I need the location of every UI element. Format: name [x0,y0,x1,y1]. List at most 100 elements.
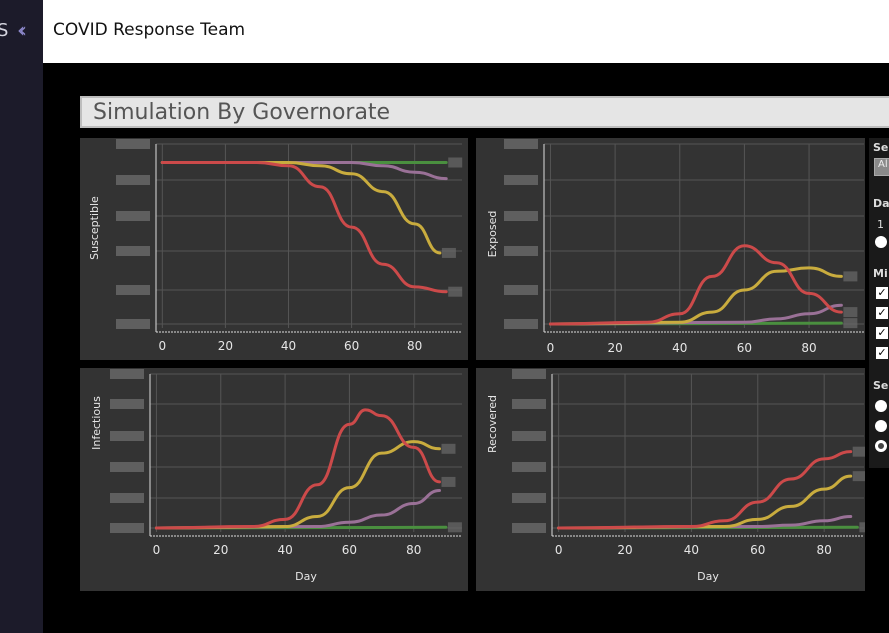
redacted-y-tick-label [512,399,546,409]
redacted-y-tick-label [512,462,546,472]
redacted-end-label [843,318,858,329]
exposed-chart[interactable]: 0 20 40 60 80 Exposed [476,138,865,360]
redacted-y-tick-label [504,175,538,185]
days-label: Day [873,197,889,210]
redacted-y-tick-label [512,431,546,441]
series-line-yellow [557,474,853,530]
series-line-red [160,161,448,294]
redacted-y-tick-label [110,369,144,379]
chart-svg: 0 20 40 60 80 Infectious Day [90,369,462,583]
recovered-chart[interactable]: 0 20 40 60 80 Recovered Day [476,368,865,591]
y-axis-label: Susceptible [88,196,101,260]
redacted-end-label [441,247,456,258]
x-tick-label: 40 [672,341,687,355]
x-tick-label: 0 [547,341,555,355]
redacted-y-tick-label [512,493,546,503]
x-axis-label: Day [295,570,317,583]
x-tick-label: 20 [213,543,228,557]
redacted-y-tick-label [504,319,538,329]
redacted-y-tick-label [110,431,144,441]
brand-fragment: S [0,20,9,41]
redacted-y-tick-label [504,285,538,295]
x-tick-label: 80 [817,543,832,557]
governorate-select[interactable]: Al [874,158,889,176]
redacted-y-tick-label [116,319,150,329]
y-axis-label: Infectious [90,396,103,450]
dashboard-title: Simulation By Governorate [93,100,391,125]
top-bar: COVID Response Team [43,0,889,63]
mix-checkbox-1[interactable]: ✓ [876,286,888,299]
redacted-end-label [448,157,463,168]
x-tick-label: 60 [342,543,357,557]
days-value: 1 [877,218,884,231]
redacted-y-tick-label [512,523,546,533]
redacted-y-tick-label [504,246,538,256]
series-line-purple [548,303,843,326]
infectious-chart[interactable]: 0 20 40 60 80 Infectious Day [80,368,468,591]
x-tick-label: 60 [344,339,359,353]
dashboard-title-bar: Simulation By Governorate [80,96,889,128]
filter-controls-panel: Sel Al Day 1 Mi ✓ ✓ ✓ ✓ Sel [869,138,889,468]
x-tick-label: 80 [407,339,422,353]
scenario-radio-2[interactable] [875,420,887,432]
double-chevron-left-icon[interactable]: ‹‹ [17,18,27,42]
redacted-y-tick-label [116,139,150,149]
redacted-y-tick-label [110,523,144,533]
x-tick-label: 20 [607,341,622,355]
x-tick-label: 80 [406,543,421,557]
chart-svg: 0 20 40 60 80 Exposed [486,139,864,355]
redacted-end-label [441,476,456,487]
series-line-yellow [160,161,442,255]
series-line-red [557,450,853,530]
redacted-end-label [852,471,865,482]
redacted-end-label [448,286,463,297]
x-tick-label: 40 [281,339,296,353]
redacted-end-label [441,443,456,454]
x-tick-label: 20 [617,543,632,557]
series-line-red [154,408,441,530]
redacted-end-label [852,446,865,457]
mix-checkbox-3[interactable]: ✓ [876,326,888,339]
redacted-y-tick-label [504,211,538,221]
redacted-y-tick-label [110,493,144,503]
x-tick-label: 60 [737,341,752,355]
x-tick-label: 20 [218,339,233,353]
scenario-radio-3[interactable] [875,440,887,452]
redacted-end-label [843,307,858,318]
x-tick-label: 0 [555,543,563,557]
susceptible-chart[interactable]: 0 20 40 60 80 Susceptible [80,138,468,360]
x-tick-label: 40 [277,543,292,557]
mix-checkbox-2[interactable]: ✓ [876,306,888,319]
series-line-red [548,244,843,326]
redacted-y-tick-label [110,399,144,409]
redacted-end-label [447,522,462,533]
redacted-end-label [843,271,858,282]
redacted-y-tick-label [512,369,546,379]
chart-svg: 0 20 40 60 80 Recovered Day [486,369,865,583]
redacted-y-tick-label [116,211,150,221]
select-label: Sel [873,141,889,154]
series-line-yellow [154,440,441,530]
redacted-y-tick-label [116,285,150,295]
redacted-y-tick-label [504,139,538,149]
x-tick-label: 0 [153,543,161,557]
y-axis-label: Exposed [486,211,499,258]
x-tick-label: 80 [801,341,816,355]
days-slider-handle[interactable] [875,236,887,248]
x-tick-label: 60 [750,543,765,557]
scenario-label: Sel [873,379,889,392]
redacted-y-tick-label [116,175,150,185]
mix-label: Mi [873,267,888,280]
redacted-end-label [859,522,865,533]
chart-svg: 0 20 40 60 80 Susceptible [88,139,463,353]
mix-checkbox-4[interactable]: ✓ [876,346,888,359]
x-axis-label: Day [697,570,719,583]
scenario-radio-1[interactable] [875,400,887,412]
redacted-y-tick-label [116,246,150,256]
x-tick-label: 40 [684,543,699,557]
sidebar: S ‹‹ [0,0,43,633]
redacted-y-tick-label [110,462,144,472]
y-axis-label: Recovered [486,395,499,453]
x-tick-label: 0 [158,339,166,353]
app-title: COVID Response Team [53,20,246,40]
